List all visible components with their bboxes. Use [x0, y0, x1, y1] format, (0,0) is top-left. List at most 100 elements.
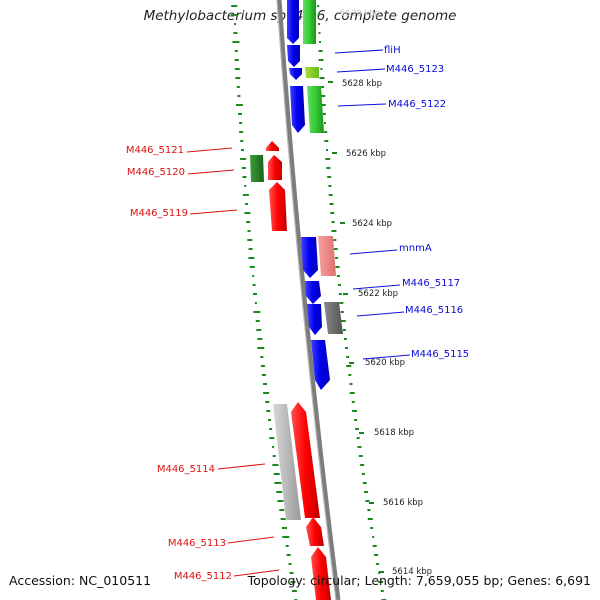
tick-labels: 5630 kbp 5628 kbp 5626 kbp 5624 kbp 5622…	[340, 9, 432, 577]
gene-label[interactable]: M446_5122	[388, 99, 446, 110]
gc-dash	[291, 590, 297, 592]
gc-dash	[272, 455, 276, 457]
gc-dash	[352, 410, 357, 412]
gc-dash	[348, 374, 352, 376]
gene-label[interactable]: M446_5113	[168, 538, 226, 549]
gc-dash	[365, 500, 370, 502]
gc-dash	[235, 104, 243, 106]
gc-dash	[324, 131, 328, 133]
right-gene-labels: fliH M446_5123 M446_5122 mnmA M446_5117 …	[384, 45, 469, 360]
forward-other-features	[303, 0, 343, 334]
gc-dash	[345, 347, 348, 349]
gc-dash	[346, 365, 352, 367]
gc-dash	[290, 581, 296, 583]
gc-dash	[241, 167, 246, 169]
gene-label[interactable]: M446_5115	[411, 349, 469, 360]
gene-arrow	[301, 237, 318, 278]
gc-dash	[327, 176, 332, 178]
right-label-leaders	[334, 49, 411, 360]
gene-label[interactable]: M446_5114	[157, 464, 215, 475]
gene-label[interactable]: M446_5116	[405, 305, 463, 316]
tick-label: 5622 kbp	[358, 289, 398, 299]
gene-arrow	[273, 404, 301, 520]
genome-title: Methylobacterium sp. 4-46, complete geno…	[143, 8, 457, 24]
gc-dash	[282, 527, 287, 529]
gc-dash	[285, 545, 289, 547]
gc-dash	[317, 14, 320, 16]
gene-label[interactable]: M446_5121	[126, 145, 184, 156]
gc-dash	[321, 86, 325, 88]
gc-dash	[324, 122, 326, 124]
gc-dash	[320, 68, 323, 70]
gc-dash	[280, 518, 286, 520]
gc-dash	[252, 275, 255, 277]
gene-arrow	[306, 517, 324, 546]
gc-dash	[318, 50, 323, 52]
tick-label: 5616 kbp	[383, 498, 423, 508]
gene-arrow	[269, 182, 287, 231]
left-gene-labels: M446_5121 M446_5120 M446_5119 M446_5114 …	[126, 145, 232, 582]
gc-dash	[234, 23, 236, 25]
gene-label[interactable]: M446_5117	[402, 278, 460, 289]
gc-dash	[331, 230, 337, 232]
gc-dash	[279, 509, 285, 511]
gene-label[interactable]: M446_5123	[386, 64, 444, 75]
gc-dash	[253, 293, 257, 295]
gc-dash	[272, 464, 279, 466]
gene-label[interactable]: M446_5120	[127, 167, 185, 178]
gc-dash	[241, 149, 244, 151]
gene-arrow	[291, 402, 320, 518]
gc-dash	[282, 536, 290, 538]
gc-dash	[356, 437, 360, 439]
gc-dash	[335, 266, 340, 268]
gc-dash	[272, 446, 274, 448]
gene-arrow	[307, 86, 324, 133]
gc-dash	[333, 239, 337, 241]
tick-label: 5620 kbp	[365, 358, 405, 368]
gene-arrow	[287, 0, 299, 44]
gc-dash	[260, 365, 265, 367]
gc-dash	[354, 419, 358, 421]
gc-dash	[355, 428, 359, 430]
gc-dash	[247, 230, 251, 232]
gene-arrow	[250, 155, 264, 182]
gene-label[interactable]: fliH	[384, 45, 401, 56]
gc-dash	[351, 401, 355, 403]
gc-dash	[269, 437, 275, 439]
gene-label[interactable]: M446_5119	[130, 208, 188, 219]
gc-dash	[286, 554, 291, 556]
gc-dash	[231, 14, 239, 16]
gc-dash	[235, 77, 241, 79]
gc-dash	[338, 293, 342, 295]
gc-dash	[331, 221, 335, 223]
gc-dash	[244, 212, 251, 214]
gc-dash	[263, 383, 267, 385]
gene-arrow	[287, 45, 300, 67]
tick-label: 5630 kbp	[340, 9, 380, 19]
gc-dash	[232, 41, 240, 43]
gc-dash	[256, 329, 262, 331]
gc-dash	[376, 563, 380, 565]
gc-dash	[378, 581, 384, 583]
gc-dash	[261, 374, 266, 376]
gc-dash	[346, 356, 350, 358]
gc-dash	[269, 428, 273, 430]
gene-label[interactable]: M446_5112	[174, 571, 232, 582]
gc-dash	[328, 194, 333, 196]
gene-arrow	[266, 141, 279, 151]
gc-dash	[319, 41, 321, 43]
tick-label: 5628 kbp	[342, 79, 382, 89]
gc-dash	[242, 194, 249, 196]
gc-dash	[360, 464, 365, 466]
gc-dash	[372, 536, 375, 538]
gc-dash	[257, 347, 265, 349]
gc-dash	[248, 257, 255, 259]
gc-dash	[340, 320, 346, 322]
gene-arrow	[311, 340, 330, 390]
left-label-leaders	[186, 147, 280, 577]
gc-dash	[257, 338, 263, 340]
gc-dash	[364, 491, 369, 493]
gene-arrow	[311, 547, 331, 600]
gc-dash	[274, 482, 282, 484]
gene-label[interactable]: mnmA	[399, 243, 432, 254]
